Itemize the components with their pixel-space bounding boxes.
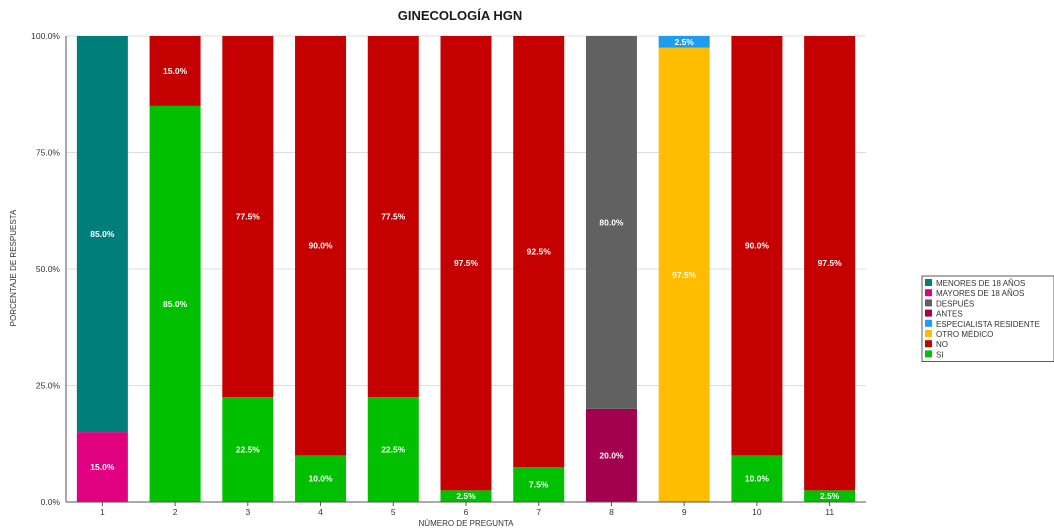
bar-segment bbox=[731, 455, 783, 502]
legend-label: ESPECIALISTA RESIDENTE bbox=[936, 320, 1040, 329]
x-tick-label: 1 bbox=[100, 507, 105, 517]
bar-segment bbox=[731, 36, 783, 456]
legend-swatch bbox=[925, 289, 932, 297]
data-label: 80.0% bbox=[599, 217, 624, 227]
data-label: 7.5% bbox=[529, 480, 549, 490]
legend-label: MAYORES DE 18 AÑOS bbox=[936, 289, 1024, 298]
legend-label: SI bbox=[936, 350, 944, 359]
data-labels: 15.0% 85.0% 85.0% 15.0% 22.5% 77.5% 10.0% 90.0%… bbox=[90, 37, 842, 501]
legend-label: OTRO MÉDICO bbox=[936, 330, 993, 339]
legend-label: MENORES DE 18 AÑOS bbox=[936, 279, 1025, 288]
data-label: 97.5% bbox=[818, 258, 843, 268]
data-label: 90.0% bbox=[308, 241, 333, 251]
bars bbox=[76, 36, 856, 503]
bar-segment bbox=[585, 36, 637, 409]
bar-segment bbox=[513, 36, 565, 468]
y-tick-label: 25.0% bbox=[36, 381, 61, 391]
data-label: 20.0% bbox=[599, 450, 624, 460]
data-label: 10.0% bbox=[745, 474, 770, 484]
chart-title: GINECOLOGÍA HGN bbox=[398, 8, 522, 23]
data-label: 77.5% bbox=[381, 212, 406, 222]
bar-segment bbox=[149, 36, 201, 106]
bar-segment bbox=[440, 36, 492, 491]
y-axis-title: PORCENTAJE DE RESPUESTA bbox=[9, 209, 18, 326]
data-label: 85.0% bbox=[163, 299, 188, 309]
data-label: 85.0% bbox=[90, 229, 115, 239]
axes: 0.0% 25.0% 50.0% 75.0% 100.0% 1 2 3 4 5 6 7 8 9 10 11 bbox=[31, 31, 866, 517]
bar-segment bbox=[222, 36, 274, 398]
legend-label: DESPUÉS bbox=[936, 299, 974, 308]
legend-swatch bbox=[925, 299, 932, 307]
bar-segment bbox=[76, 432, 128, 502]
bar-segment bbox=[76, 36, 128, 433]
bar-segment bbox=[513, 467, 565, 502]
legend-swatch bbox=[925, 330, 932, 337]
x-tick-label: 8 bbox=[609, 507, 614, 517]
data-label: 2.5% bbox=[674, 37, 694, 47]
x-tick-label: 11 bbox=[825, 507, 834, 517]
x-axis-title: NÚMERO DE PREGUNTA bbox=[419, 519, 515, 528]
bar-segment bbox=[222, 397, 274, 502]
data-label: 92.5% bbox=[527, 247, 552, 257]
data-label: 2.5% bbox=[456, 491, 476, 501]
bar-segment bbox=[440, 490, 492, 502]
y-tick-label: 50.0% bbox=[36, 264, 61, 274]
y-tick-label: 0.0% bbox=[41, 497, 61, 507]
legend-label: NO bbox=[936, 340, 948, 349]
legend-swatch bbox=[925, 279, 932, 286]
data-label: 77.5% bbox=[236, 212, 261, 222]
x-tick-label: 6 bbox=[464, 507, 469, 517]
bar-segment bbox=[658, 36, 710, 48]
bar-segment bbox=[585, 408, 637, 502]
x-tick-label: 2 bbox=[173, 507, 178, 517]
data-label: 2.5% bbox=[820, 491, 840, 501]
bar-segment bbox=[367, 397, 419, 502]
legend-swatch bbox=[925, 340, 932, 348]
data-label: 15.0% bbox=[90, 462, 115, 472]
x-tick-label: 9 bbox=[682, 507, 687, 517]
x-tick-label: 5 bbox=[391, 507, 396, 517]
data-label: 22.5% bbox=[381, 445, 406, 455]
data-label: 97.5% bbox=[454, 258, 479, 268]
x-tick-label: 4 bbox=[318, 507, 323, 517]
y-tick-label: 75.0% bbox=[36, 148, 61, 158]
legend-swatch bbox=[925, 319, 932, 327]
x-tick-label: 3 bbox=[245, 507, 250, 517]
data-label: 10.0% bbox=[308, 474, 333, 484]
data-label: 97.5% bbox=[672, 270, 697, 280]
bar-segment bbox=[295, 36, 347, 456]
bar-segment bbox=[295, 455, 347, 502]
data-label: 90.0% bbox=[745, 241, 770, 251]
x-tick-label: 7 bbox=[536, 507, 541, 517]
bar-segment bbox=[149, 105, 201, 503]
bar-segment bbox=[658, 47, 710, 503]
data-label: 22.5% bbox=[236, 445, 261, 455]
legend-label: ANTES bbox=[936, 310, 963, 319]
bar-segment bbox=[804, 490, 856, 502]
legend-swatch bbox=[925, 350, 932, 358]
data-label: 15.0% bbox=[163, 66, 188, 76]
bar-segment bbox=[367, 36, 419, 398]
y-tick-label: 100.0% bbox=[31, 31, 60, 41]
legend-box bbox=[921, 275, 1054, 362]
bar-segment bbox=[804, 36, 856, 491]
legend-swatch bbox=[925, 309, 932, 317]
x-tick-label: 10 bbox=[752, 507, 762, 517]
